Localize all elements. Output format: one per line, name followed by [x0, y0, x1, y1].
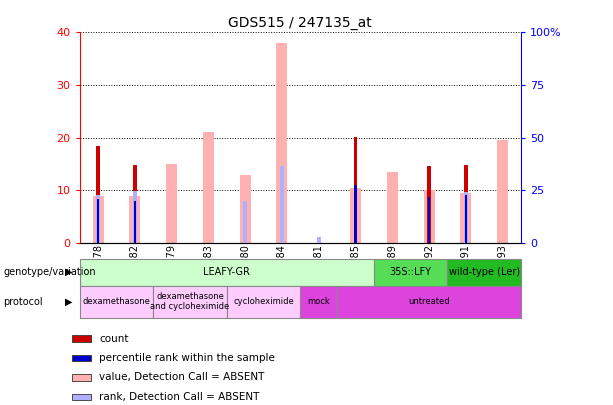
Bar: [203, 132, 214, 243]
Bar: [240, 175, 251, 243]
Bar: [460, 193, 471, 243]
Bar: [132, 192, 137, 243]
Bar: [447, 259, 521, 286]
Bar: [427, 166, 431, 243]
Bar: [133, 165, 137, 243]
Bar: [497, 140, 508, 243]
Text: LEAFY-GR: LEAFY-GR: [204, 267, 250, 277]
Bar: [166, 164, 177, 243]
Bar: [96, 194, 101, 243]
Text: wild-type (Ler): wild-type (Ler): [449, 267, 520, 277]
Bar: [465, 194, 467, 243]
Bar: [300, 286, 337, 318]
Bar: [350, 188, 361, 243]
Bar: [337, 286, 521, 318]
Text: rank, Detection Call = ABSENT: rank, Detection Call = ABSENT: [99, 392, 259, 402]
Bar: [354, 136, 357, 243]
Text: genotype/variation: genotype/variation: [3, 267, 96, 277]
Bar: [374, 259, 447, 286]
Bar: [424, 190, 435, 243]
Text: untreated: untreated: [408, 297, 450, 306]
Text: mock: mock: [307, 297, 330, 306]
Bar: [72, 374, 91, 381]
Bar: [72, 394, 91, 400]
Bar: [72, 335, 91, 342]
Text: cycloheximide: cycloheximide: [233, 297, 294, 306]
Bar: [97, 199, 99, 243]
Text: dexamethasone: dexamethasone: [83, 297, 150, 306]
Bar: [428, 197, 430, 243]
Title: GDS515 / 247135_at: GDS515 / 247135_at: [229, 16, 372, 30]
Bar: [227, 286, 300, 318]
Text: 35S::LFY: 35S::LFY: [390, 267, 432, 277]
Bar: [93, 196, 104, 243]
Bar: [316, 237, 321, 243]
Bar: [134, 201, 136, 243]
Text: count: count: [99, 334, 129, 343]
Bar: [243, 201, 248, 243]
Text: ▶: ▶: [65, 267, 72, 277]
Bar: [96, 146, 100, 243]
Text: ▶: ▶: [65, 297, 72, 307]
Bar: [80, 286, 153, 318]
Bar: [153, 286, 227, 318]
Bar: [280, 166, 284, 243]
Bar: [276, 43, 287, 243]
Bar: [387, 172, 398, 243]
Text: value, Detection Call = ABSENT: value, Detection Call = ABSENT: [99, 373, 264, 382]
Bar: [72, 355, 91, 361]
Text: percentile rank within the sample: percentile rank within the sample: [99, 353, 275, 363]
Bar: [463, 192, 468, 243]
Text: protocol: protocol: [3, 297, 43, 307]
Text: dexamethasone
and cycloheximide: dexamethasone and cycloheximide: [150, 292, 230, 311]
Bar: [80, 259, 374, 286]
Bar: [129, 196, 140, 243]
Bar: [354, 185, 357, 243]
Bar: [464, 165, 468, 243]
